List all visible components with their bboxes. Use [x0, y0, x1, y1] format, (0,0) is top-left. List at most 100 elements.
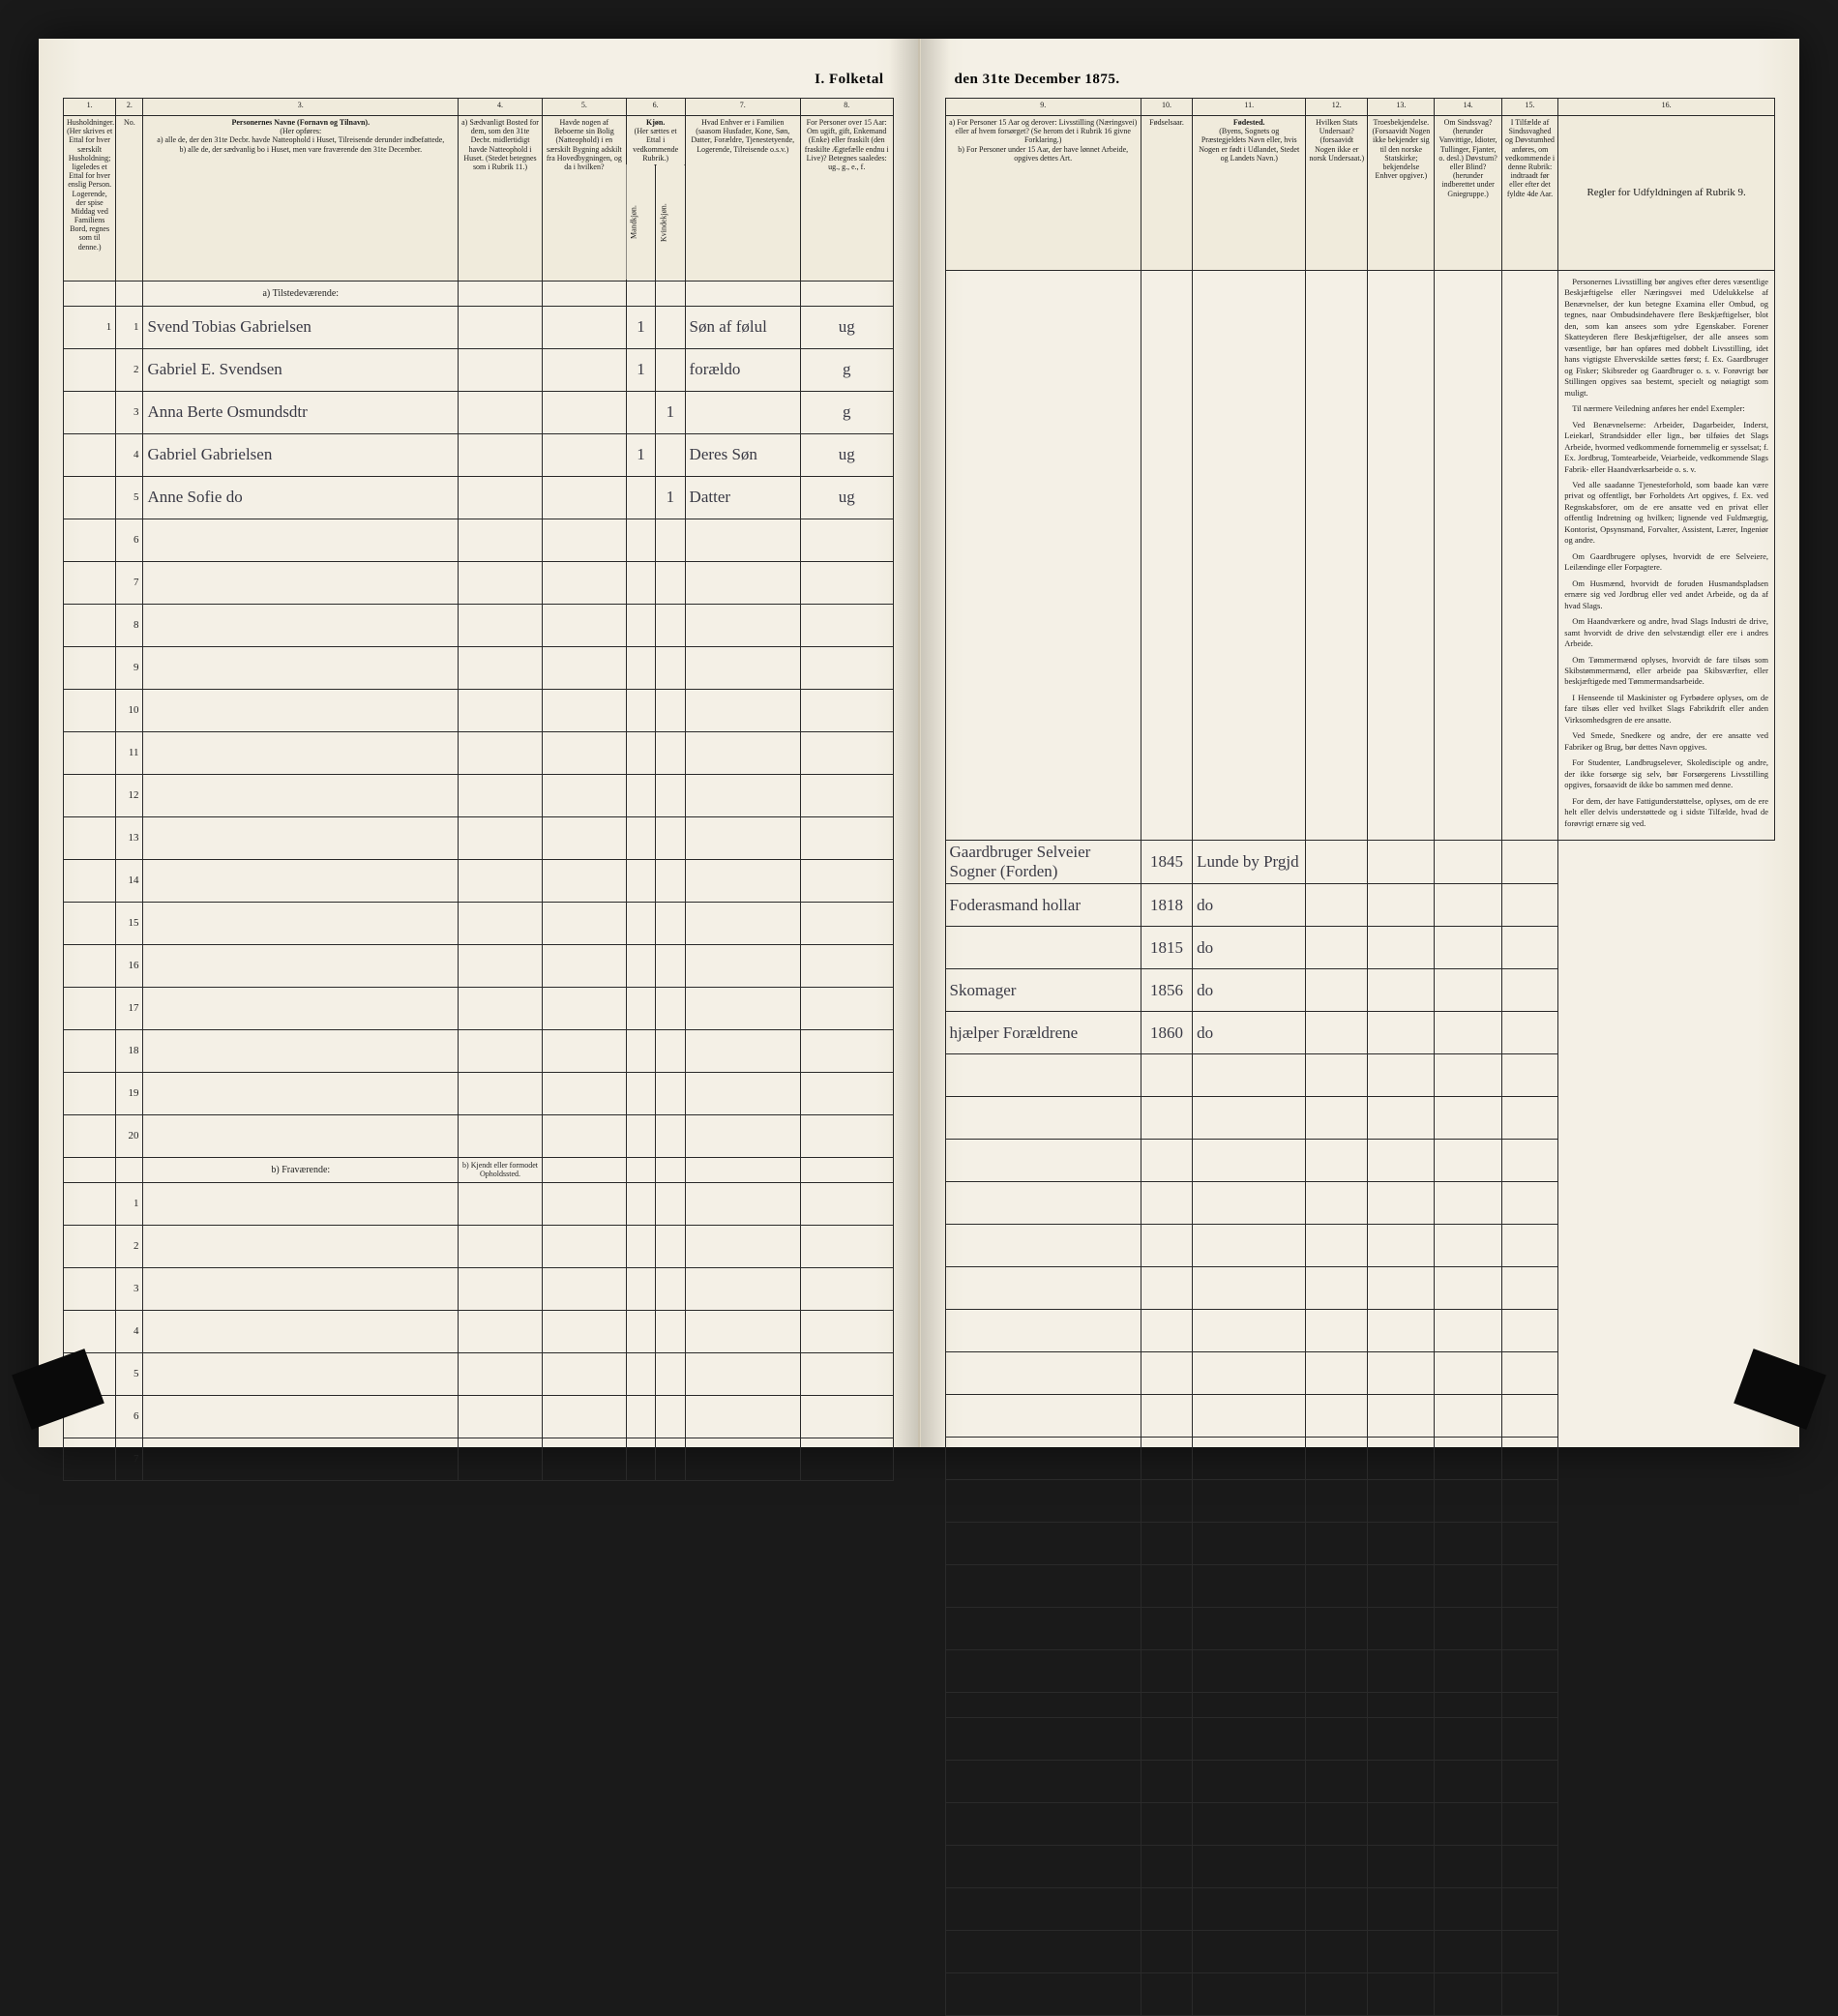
cell-hh: [64, 1114, 116, 1157]
cell-bosted: [459, 816, 543, 859]
cell-bosted: [459, 604, 543, 646]
cell-byg: [542, 689, 626, 731]
cell-year: 1860: [1141, 1012, 1192, 1054]
cell-fam: [685, 902, 800, 944]
cell-place: [1193, 1480, 1306, 1523]
table-row: [945, 1310, 1775, 1352]
cell-m: 1: [626, 306, 655, 348]
table-row: [945, 1267, 1775, 1310]
hdr-bosted: a) Sædvanligt Bosted for dem, som den 31…: [459, 116, 543, 282]
cell-hh: [64, 561, 116, 604]
cell-hh: [64, 1029, 116, 1072]
cell-alder: [1501, 1438, 1558, 1480]
cell-stat: [1306, 1523, 1368, 1565]
cell-no: 1: [116, 1182, 143, 1225]
hdr-names-title: Personernes Navne (Fornavn og Tilnavn).: [231, 118, 370, 127]
cell-civ: ug: [800, 476, 893, 519]
cell-fam: [685, 689, 800, 731]
instruction-paragraph: Personernes Livsstilling bør angives eft…: [1564, 277, 1768, 399]
table-row: 18: [64, 1029, 894, 1072]
table-row: 2Gabriel E. Svendsen1forældog: [64, 348, 894, 391]
cell-k: 1: [656, 476, 685, 519]
cell-year: 1818: [1141, 884, 1192, 927]
cell-place: [1193, 1650, 1306, 1693]
cell-alder: [1501, 1054, 1558, 1097]
cell-occ: [945, 1054, 1141, 1097]
table-row: 16: [64, 944, 894, 987]
cell-sind: [1435, 1012, 1501, 1054]
table-row: [945, 1888, 1775, 1931]
cell-alder: [1501, 1352, 1558, 1395]
cell-name: [143, 1029, 459, 1072]
cell-alder: [1501, 1310, 1558, 1352]
cell-stat: [1306, 1182, 1368, 1225]
coln-6: 6.: [626, 99, 685, 116]
cell-bosted: [459, 731, 543, 774]
col-number-row-r: 9. 10. 11. 12. 13. 14. 15. 16.: [945, 99, 1775, 116]
cell-fam: [685, 731, 800, 774]
table-row: 3: [64, 1267, 894, 1310]
cell-sind: [1435, 1395, 1501, 1438]
cell-fam: [685, 859, 800, 902]
hdr-bygning: Havde nogen af Beboerne sin Bolig (Natte…: [542, 116, 626, 282]
cell-bosted: [459, 689, 543, 731]
hdr-alder: I Tilfælde af Sindssvaghed og Døvstumhed…: [1501, 116, 1558, 271]
page-title-left: I. Folketal: [63, 68, 894, 98]
cell-stat: [1306, 1054, 1368, 1097]
cell-civ: [800, 646, 893, 689]
cell-troes: [1368, 1523, 1435, 1565]
cell-alder: [1501, 841, 1558, 884]
census-table-left: 1. 2. 3. 4. 5. 6. 7. 8. Husholdninger. (…: [63, 98, 894, 1481]
table-row: [945, 1761, 1775, 1803]
cell-occ: [945, 1182, 1141, 1225]
table-row: [945, 1523, 1775, 1565]
cell-name: [143, 944, 459, 987]
coln-7: 7.: [685, 99, 800, 116]
table-row: 15: [64, 902, 894, 944]
cell-byg: [542, 774, 626, 816]
cell-civ: [800, 902, 893, 944]
hdr-no: No.: [116, 116, 143, 282]
hdr-kjon-body: (Her sættes et Ettal i vedkommende Rubri…: [633, 127, 678, 163]
cell-alder: [1501, 1140, 1558, 1182]
cell-troes: [1368, 969, 1435, 1012]
cell-place: [1193, 1267, 1306, 1310]
cell-civ: [800, 561, 893, 604]
cell-year: [1141, 1438, 1192, 1480]
cell-place: [1193, 1310, 1306, 1352]
table-row: Foderasmand hollar1818do: [945, 884, 1775, 927]
cell-stat: [1306, 1352, 1368, 1395]
cell-byg: [542, 902, 626, 944]
cell-no: 2: [116, 348, 143, 391]
cell-k: [656, 348, 685, 391]
section-b-row: b) Fraværende: b) Kjendt eller formodet …: [64, 1157, 894, 1182]
cell-name: Anna Berte Osmundsdtr: [143, 391, 459, 433]
instruction-paragraph: Ved Benævnelserne: Arbeider, Dagarbeider…: [1564, 420, 1768, 475]
cell-occ: [945, 1523, 1141, 1565]
cell-bosted: [459, 1029, 543, 1072]
cell-m: [626, 731, 655, 774]
cell-no: 5: [116, 476, 143, 519]
cell-hh: [64, 348, 116, 391]
hdr-year: Fødselsaar.: [1141, 116, 1192, 271]
table-row: 4Gabriel Gabrielsen1Deres Sønug: [64, 433, 894, 476]
cell-no: 5: [116, 1352, 143, 1395]
cell-stat: [1306, 841, 1368, 884]
instruction-paragraph: Om Husmænd, hvorvidt de foruden Husmands…: [1564, 578, 1768, 611]
cell-bosted: [459, 519, 543, 561]
table-row: Skomager1856do: [945, 969, 1775, 1012]
table-row: 11Svend Tobias Gabrielsen1Søn af følulug: [64, 306, 894, 348]
cell-m: [626, 774, 655, 816]
cell-no: 3: [116, 391, 143, 433]
cell-m: [626, 859, 655, 902]
cell-alder: [1501, 1182, 1558, 1225]
table-row: 10: [64, 689, 894, 731]
cell-occ: [945, 1352, 1141, 1395]
cell-occ: [945, 1140, 1141, 1182]
cell-sind: [1435, 1523, 1501, 1565]
section-b-col4: b) Kjendt eller formodet Opholdssted.: [459, 1157, 543, 1182]
cell-sind: [1435, 1267, 1501, 1310]
cell-sind: [1435, 841, 1501, 884]
instruction-paragraph: Ved alle saadanne Tjenesteforhold, som b…: [1564, 480, 1768, 547]
cell-hh: [64, 944, 116, 987]
